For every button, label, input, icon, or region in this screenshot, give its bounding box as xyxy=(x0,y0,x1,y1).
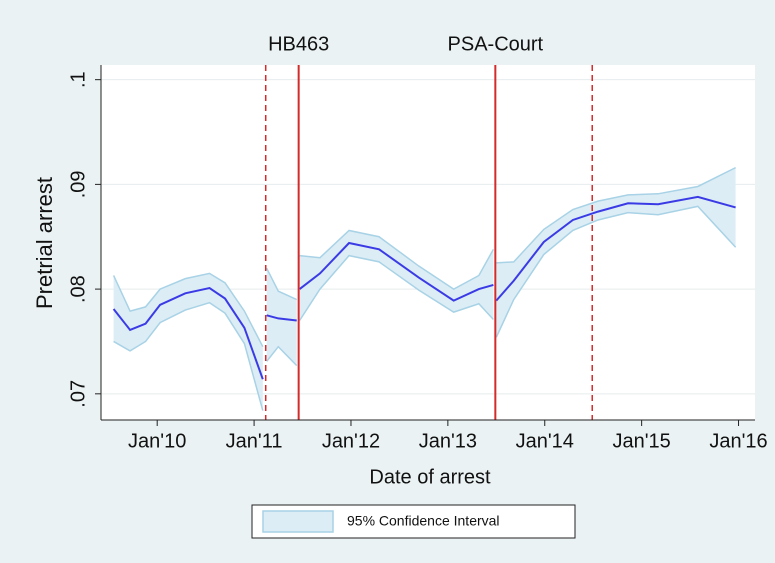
y-tick-label: .09 xyxy=(67,170,89,198)
x-axis-title: Date of arrest xyxy=(369,466,491,488)
plot-area xyxy=(101,65,755,420)
x-tick-label: Jan'12 xyxy=(322,430,380,452)
ci-lower xyxy=(113,205,737,411)
ci-band xyxy=(113,167,736,411)
y-axis-title: Pretrial arrest xyxy=(32,177,57,309)
x-tick-label: Jan'16 xyxy=(709,430,767,452)
x-tick-label: Jan'14 xyxy=(516,430,574,452)
x-tick-label: Jan'13 xyxy=(419,430,477,452)
y-tick-label: .08 xyxy=(67,275,89,303)
event-label: HB463 xyxy=(268,33,329,55)
ci-upper xyxy=(112,166,736,348)
x-tick-label: Jan'11 xyxy=(226,430,283,452)
x-tick-label: Jan'15 xyxy=(612,430,670,452)
y-tick-label: .1 xyxy=(67,71,89,88)
y-tick-label: .07 xyxy=(67,380,89,408)
fit-line xyxy=(112,195,736,380)
x-tick-label: Jan'10 xyxy=(128,430,186,452)
legend-swatch xyxy=(262,510,334,533)
event-label: PSA-Court xyxy=(448,33,544,55)
legend-label: 95% Confidence Interval xyxy=(347,513,500,529)
